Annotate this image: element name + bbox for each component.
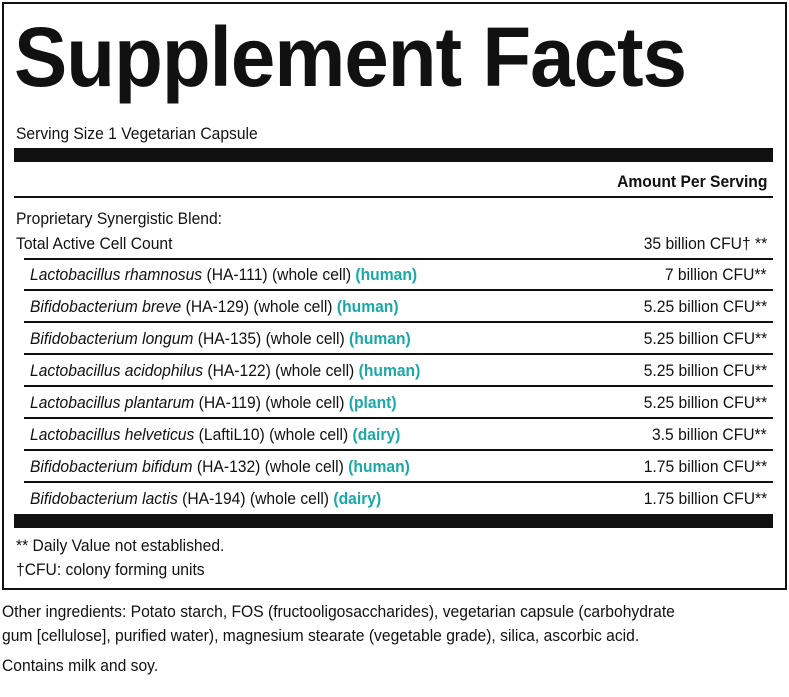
ingredient-source: (human) xyxy=(349,329,411,348)
rule xyxy=(14,196,773,198)
row-rule xyxy=(24,289,773,291)
ingredient-detail: (HA-135) (whole cell) xyxy=(197,329,345,348)
ingredient-name: Lactobacillus plantarum xyxy=(30,393,195,412)
ingredient-amount: 7 billion CFU** xyxy=(665,265,767,284)
ingredient-detail: (HA-122) (whole cell) xyxy=(207,361,355,380)
amount-header: Amount Per Serving xyxy=(616,172,767,191)
ingredient-detail: (HA-119) (whole cell) xyxy=(198,393,345,412)
total-amount: 35 billion CFU† ** xyxy=(643,234,767,253)
ingredient-name: Bifidobacterium longum xyxy=(30,329,194,348)
ingredient-amount: 1.75 billion CFU** xyxy=(643,489,767,508)
ingredient-source: (human) xyxy=(336,297,399,316)
ingredient: Bifidobacterium bifidum (HA-132) (whole … xyxy=(30,457,410,477)
row-rule xyxy=(24,385,773,387)
other-ingredients: gum [cellulose], purified water), magnes… xyxy=(2,626,640,645)
ingredient-name: Bifidobacterium breve xyxy=(30,297,182,316)
row-rule xyxy=(24,417,773,419)
ingredient: Lactobacillus helveticus (LaftiL10) (who… xyxy=(30,425,400,445)
ingredient: Bifidobacterium lactis (HA-194) (whole c… xyxy=(30,489,381,509)
ingredient-name: Bifidobacterium lactis xyxy=(30,489,178,508)
ingredient-detail: (HA-129) (whole cell) xyxy=(185,297,333,316)
row-rule xyxy=(24,481,773,483)
ingredient-source: (human) xyxy=(348,457,410,476)
ingredient-detail: (LaftiL10) (whole cell) xyxy=(198,425,349,444)
ingredient-name: Lactobacillus rhamnosus xyxy=(30,265,203,284)
ingredient-amount: 5.25 billion CFU** xyxy=(643,297,767,316)
ingredient: Lactobacillus plantarum (HA-119) (whole … xyxy=(30,393,397,413)
ingredient-amount: 1.75 billion CFU** xyxy=(643,457,767,476)
ingredient-amount: 5.25 billion CFU** xyxy=(643,329,767,348)
ingredient: Lactobacillus rhamnosus (HA-111) (whole … xyxy=(30,265,417,285)
total-label: Total Active Cell Count xyxy=(16,234,173,253)
row-rule xyxy=(24,258,773,260)
ingredient-name: Lactobacillus acidophilus xyxy=(30,361,204,380)
ingredient: Bifidobacterium breve (HA-129) (whole ce… xyxy=(30,297,399,317)
thick-rule xyxy=(14,148,773,162)
ingredient: Lactobacillus acidophilus (HA-122) (whol… xyxy=(30,361,420,381)
serving-size: Serving Size 1 Vegetarian Capsule xyxy=(16,124,258,143)
row-rule xyxy=(24,321,773,323)
ingredient-source: (dairy) xyxy=(333,489,382,508)
title: Supplement Facts xyxy=(14,10,687,104)
allergens: Contains milk and soy. xyxy=(2,656,159,675)
facts-panel xyxy=(2,2,787,590)
ingredient-amount: 5.25 billion CFU** xyxy=(643,393,767,412)
ingredient-detail: (HA-132) (whole cell) xyxy=(196,457,344,476)
ingredient-amount: 3.5 billion CFU** xyxy=(652,425,767,444)
row-rule xyxy=(24,353,773,355)
ingredient-name: Bifidobacterium bifidum xyxy=(30,457,193,476)
ingredient-amount: 5.25 billion CFU** xyxy=(643,361,767,380)
ingredient-detail: (HA-111) (whole cell) xyxy=(206,265,352,284)
thick-rule xyxy=(14,514,773,528)
ingredient-source: (dairy) xyxy=(352,425,401,444)
ingredient-detail: (HA-194) (whole cell) xyxy=(182,489,330,508)
ingredient: Bifidobacterium longum (HA-135) (whole c… xyxy=(30,329,411,349)
ingredient-name: Lactobacillus helveticus xyxy=(30,425,195,444)
footnote: ** Daily Value not established. xyxy=(16,536,225,555)
footnote: †CFU: colony forming units xyxy=(16,560,205,579)
row-rule xyxy=(24,449,773,451)
ingredient-source: (human) xyxy=(355,265,418,284)
blend-name: Proprietary Synergistic Blend: xyxy=(16,209,223,228)
other-ingredients: Other ingredients: Potato starch, FOS (f… xyxy=(2,602,675,621)
ingredient-source: (plant) xyxy=(348,393,397,412)
ingredient-source: (human) xyxy=(358,361,421,380)
